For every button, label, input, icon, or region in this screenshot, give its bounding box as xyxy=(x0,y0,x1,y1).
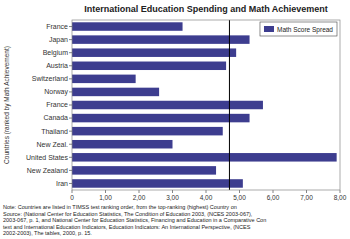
y-tick-label: New Zealand xyxy=(27,167,68,174)
legend-frame xyxy=(260,22,337,36)
bar xyxy=(72,179,243,188)
x-tick-label: 3,00 xyxy=(166,194,179,201)
bar xyxy=(72,101,263,110)
footnote: Source: (National Center for Education S… xyxy=(3,211,253,217)
bar xyxy=(72,62,226,70)
bar xyxy=(72,114,250,123)
y-tick-label: New Zeal. xyxy=(36,141,68,148)
bar xyxy=(72,35,250,44)
y-tick-label: Japan xyxy=(49,36,68,44)
bar xyxy=(72,22,183,31)
y-tick-label: Iran xyxy=(56,180,68,187)
y-tick xyxy=(69,118,72,119)
bar xyxy=(72,166,216,175)
y-tick-label: Belgium xyxy=(43,49,68,57)
y-tick-label: United States xyxy=(26,154,69,161)
x-tick-label: 6,00 xyxy=(267,194,280,201)
bars xyxy=(72,20,337,190)
x-tick-label: 7,00 xyxy=(300,194,313,201)
bar xyxy=(72,140,173,149)
footnote: 2003-067, p. 1, and National Center for … xyxy=(3,217,266,223)
y-tick-label: France xyxy=(46,23,68,30)
legend-label: Math Score Spread xyxy=(277,26,333,34)
x-tick xyxy=(72,190,73,193)
y-tick xyxy=(69,183,72,184)
x-tick-label: 2,00 xyxy=(133,194,146,201)
x-tick xyxy=(306,190,307,193)
x-tick xyxy=(139,190,140,193)
y-tick xyxy=(69,157,72,158)
bar xyxy=(72,88,159,97)
y-tick xyxy=(69,52,72,53)
plot-area xyxy=(72,20,340,190)
bar xyxy=(72,127,223,135)
x-tick-label: 0 xyxy=(70,194,74,201)
x-tick-label: 4,00 xyxy=(200,194,213,201)
x-tick-label: 1,00 xyxy=(99,194,112,201)
y-tick-label: Canada xyxy=(43,114,68,121)
y-tick xyxy=(69,65,72,66)
x-tick xyxy=(105,190,106,193)
footnote: text and International Education Indicat… xyxy=(3,224,251,230)
y-tick-label: Switzerland xyxy=(32,75,68,82)
x-tick xyxy=(206,190,207,193)
y-tick xyxy=(69,144,72,145)
x-tick xyxy=(273,190,274,193)
y-tick xyxy=(69,91,72,92)
legend: Math Score Spread xyxy=(260,22,337,36)
legend-swatch xyxy=(264,26,274,32)
x-tick xyxy=(172,190,173,193)
plot-frame xyxy=(72,20,340,190)
y-tick-label: Thailand xyxy=(41,128,68,135)
reference-line xyxy=(229,20,230,190)
x-tick-label: 5,00 xyxy=(233,194,246,201)
bar xyxy=(72,75,136,84)
bar xyxy=(72,153,337,162)
y-tick xyxy=(69,78,72,79)
y-tick xyxy=(69,105,72,106)
title: International Education Spending and Mat… xyxy=(84,4,328,14)
y-tick xyxy=(69,26,72,27)
x-tick xyxy=(340,190,341,193)
y-axis-label: Countries (ranked by Math Achievement) xyxy=(3,46,11,164)
y-tick-label: Austria xyxy=(46,62,68,69)
y-tick-label: France xyxy=(46,101,68,108)
y-tick xyxy=(69,39,72,40)
x-tick xyxy=(239,190,240,193)
bar xyxy=(72,48,236,57)
chart: International Education Spending and Mat… xyxy=(0,0,350,239)
footnote: 2002-2003), The tables, 2000, p. 15. xyxy=(3,230,92,236)
footnote: Note: Countries are listed in TIMSS test… xyxy=(3,204,237,210)
y-tick xyxy=(69,170,72,171)
y-tick-label: Norway xyxy=(44,88,68,96)
x-tick-label: 8,00 xyxy=(334,194,347,201)
y-tick xyxy=(69,131,72,132)
